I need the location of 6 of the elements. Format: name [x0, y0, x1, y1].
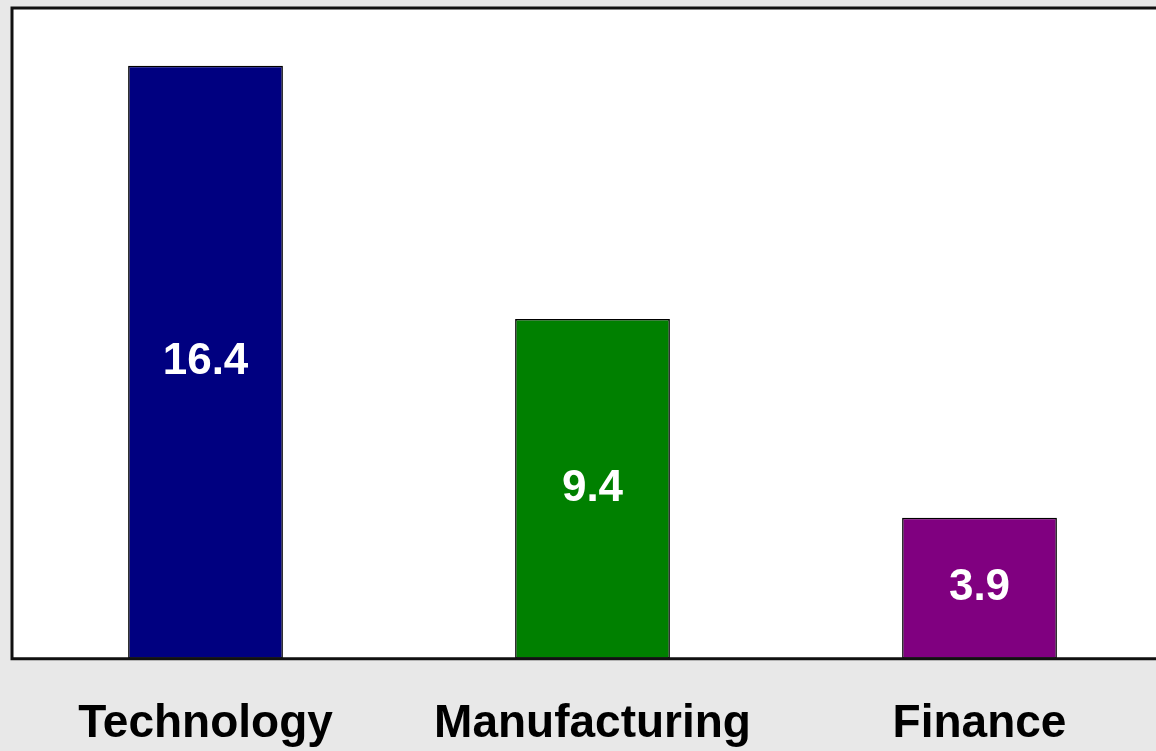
x-tick-label: Manufacturing	[434, 695, 751, 748]
x-tick-label: Finance	[892, 695, 1067, 748]
data-label: 16.4	[162, 334, 249, 384]
data-label: 3.9	[948, 560, 1011, 610]
x-tick-label: Technology	[78, 695, 334, 748]
data-label: 9.4	[561, 461, 624, 511]
